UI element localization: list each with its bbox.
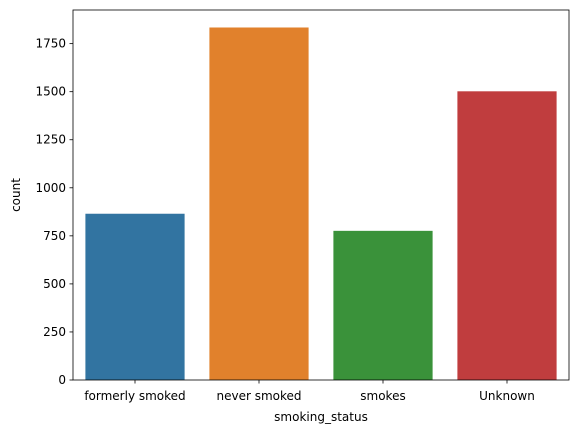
y-tick-label: 1250 — [35, 133, 66, 147]
x-tick-label: never smoked — [216, 389, 301, 403]
y-axis: 0 250 500 750 1000 1250 1500 1750 — [35, 37, 73, 387]
y-tick-label: 250 — [43, 325, 66, 339]
bar-never-smoked — [209, 27, 309, 381]
x-tick-label: Unknown — [479, 389, 535, 403]
x-tick-label: smokes — [360, 389, 405, 403]
bars-group — [85, 27, 557, 381]
y-tick-label: 1500 — [35, 85, 66, 99]
bar-unknown — [457, 91, 557, 380]
x-axis-label: smoking_status — [274, 410, 368, 424]
y-tick-label: 500 — [43, 277, 66, 291]
x-tick-label: formerly smoked — [84, 389, 185, 403]
y-axis-label: count — [9, 178, 23, 212]
y-tick-label: 750 — [43, 229, 66, 243]
plot-frame — [72, 9, 570, 381]
x-axis: formerly smoked never smoked smokes Unknown — [84, 380, 535, 403]
bar-smokes — [333, 230, 433, 380]
y-tick-label: 1000 — [35, 181, 66, 195]
bar-formerly-smoked — [85, 213, 185, 380]
y-tick-label: 1750 — [35, 37, 66, 51]
y-tick-label: 0 — [58, 373, 66, 387]
